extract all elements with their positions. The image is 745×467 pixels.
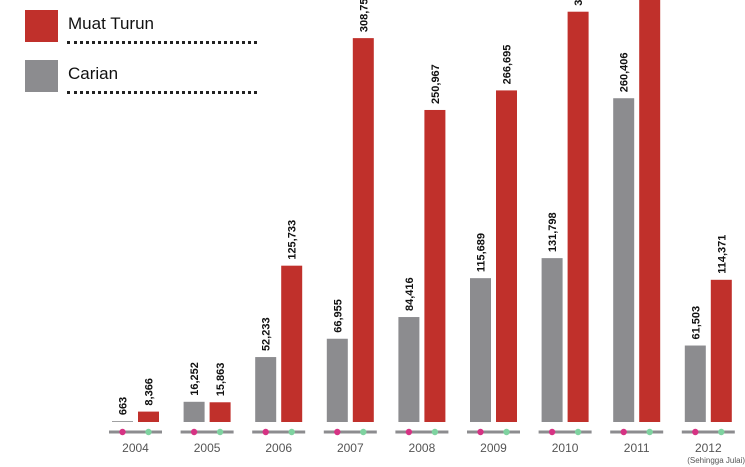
value-label-muat-turun-2007: 308,75	[358, 0, 370, 32]
bar-muat-turun-2006	[281, 265, 303, 422]
bar-carian-2005	[183, 401, 205, 422]
tick-label-2009: 2009	[480, 441, 507, 455]
bar-muat-turun-2012	[710, 279, 732, 422]
bar-muat-turun-2007	[352, 38, 374, 422]
legend-item-muat-turun: Muat Turun	[25, 10, 257, 46]
legend-label-muat-turun: Muat Turun	[68, 14, 154, 33]
tick-label-2007: 2007	[337, 441, 364, 455]
legend-divider	[67, 91, 257, 94]
value-label-carian-2005: 16,252	[189, 362, 201, 396]
bar-muat-turun-2004	[138, 411, 159, 422]
value-label-carian-2011: 260,406	[619, 52, 631, 92]
axis-dot-green-2010	[574, 428, 582, 436]
bar-muat-turun-2005	[209, 402, 231, 422]
tick-label-2006: 2006	[265, 441, 292, 455]
tick-label-2008: 2008	[409, 441, 436, 455]
tick-label-2011: 2011	[624, 441, 650, 455]
axis-dot-pink-2008	[405, 428, 413, 436]
value-label-muat-turun-2006: 125,733	[287, 220, 299, 260]
value-label-muat-turun-2004: 8,366	[144, 378, 156, 406]
bar-muat-turun-2009	[496, 90, 517, 422]
axis-dot-pink-2005	[190, 428, 198, 436]
axis-dot-pink-2009	[477, 428, 484, 436]
axis-dot-pink-2006	[262, 428, 269, 436]
value-label-carian-2004: 663	[118, 397, 130, 415]
bars-layer	[112, 0, 732, 423]
axis-dot-pink-2010	[548, 428, 556, 436]
x-axis: 2004 2005 2006 2007 2008 2009 2010 2011 2012	[109, 428, 735, 455]
legend-swatch-carian	[25, 60, 58, 92]
axis-dot-green-2008	[431, 428, 439, 436]
legend-divider	[67, 41, 257, 44]
axis-dot-pink-2012	[692, 428, 699, 436]
axis-dot-green-2012	[718, 428, 725, 436]
axis-dot-green-2005	[216, 428, 224, 436]
axis-dot-pink-2004	[119, 428, 126, 436]
tick-label-2005: 2005	[194, 441, 221, 455]
value-label-muat-turun-2010: 33	[573, 0, 585, 6]
value-label-carian-2006: 52,233	[261, 317, 273, 351]
value-label-muat-turun-2009: 266,695	[502, 45, 514, 85]
tick-label-2010: 2010	[552, 441, 579, 455]
legend-swatch-muat-turun	[25, 10, 58, 42]
axis-dot-green-2011	[646, 428, 653, 436]
value-label-carian-2010: 131,798	[547, 212, 559, 252]
legend: Muat Turun Carian	[25, 10, 257, 110]
bar-muat-turun-2008	[424, 109, 446, 422]
axis-dot-pink-2007	[334, 428, 341, 436]
bar-carian-2004	[112, 421, 133, 422]
tick-label-2012: 2012	[695, 441, 722, 455]
legend-label-carian: Carian	[68, 64, 119, 83]
value-label-muat-turun-2012: 114,371	[716, 235, 728, 274]
value-label-carian-2008: 84,416	[404, 277, 416, 311]
bar-carian-2007	[326, 338, 348, 422]
axis-dot-green-2007	[360, 428, 367, 436]
bar-carian-2009	[470, 278, 491, 422]
value-label-muat-turun-2005: 15,863	[215, 363, 227, 397]
axis-dot-pink-2011	[620, 428, 627, 436]
bar-carian-2011	[613, 98, 635, 423]
axis-dot-green-2006	[288, 428, 295, 436]
bar-carian-2006	[255, 357, 277, 422]
tick-label-2004: 2004	[122, 441, 149, 455]
bar-muat-turun-2010	[567, 11, 589, 422]
bar-carian-2010	[541, 258, 563, 422]
value-labels-layer: 663 8,366 16,252 15,863 52,233 125,733 66,955 3…	[118, 0, 729, 415]
value-label-carian-2012: 61,503	[690, 306, 702, 340]
value-label-carian-2009: 115,689	[476, 233, 488, 272]
bar-carian-2012	[684, 345, 706, 422]
footnote: (Sehingga Julai)	[687, 456, 745, 465]
bar-muat-turun-2011	[639, 0, 661, 422]
value-label-muat-turun-2008: 250,967	[430, 64, 442, 104]
value-label-carian-2007: 66,955	[332, 299, 344, 333]
axis-dot-green-2009	[503, 428, 510, 436]
axis-dot-green-2004	[145, 428, 152, 436]
bar-carian-2008	[398, 317, 420, 422]
legend-item-carian: Carian	[25, 60, 257, 96]
